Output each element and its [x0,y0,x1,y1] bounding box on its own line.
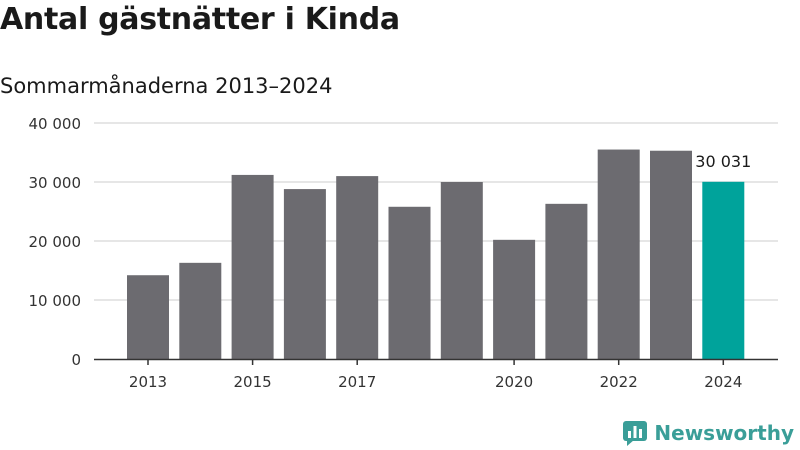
y-tick-label: 20 000 [29,233,82,251]
chart-subtitle: Sommarmånaderna 2013–2024 [0,74,333,98]
bar-2021 [545,203,588,359]
bar-2014 [179,262,222,359]
bar-2013 [127,275,169,359]
data-label: 30 031 [695,152,751,171]
bar-2017 [336,176,379,359]
x-tick-label: 2017 [338,373,376,391]
newsworthy-logo-icon [623,421,648,446]
newsworthy-logo-text: Newsworthy [654,421,794,445]
bar-2016 [283,189,326,359]
y-tick-label: 10 000 [29,292,82,310]
bar-2022 [597,149,640,359]
x-tick-label: 2013 [129,373,167,391]
x-tick-label: 2015 [234,373,272,391]
y-tick-label: 30 000 [29,174,82,192]
bar-2023 [650,150,692,359]
bar-2015 [231,174,274,359]
bar-2024 [702,181,745,359]
bar-2018 [388,206,431,359]
x-tick-label: 2020 [495,373,533,391]
chart-title: Antal gästnätter i Kinda [0,2,400,37]
x-tick-label: 2024 [704,373,742,391]
y-tick-label: 0 [71,351,81,369]
newsworthy-logo: Newsworthy [622,420,794,446]
bar-2019 [440,182,483,359]
y-tick-label: 40 000 [29,115,82,133]
bar-2020 [493,239,536,359]
x-tick-label: 2022 [600,373,638,391]
